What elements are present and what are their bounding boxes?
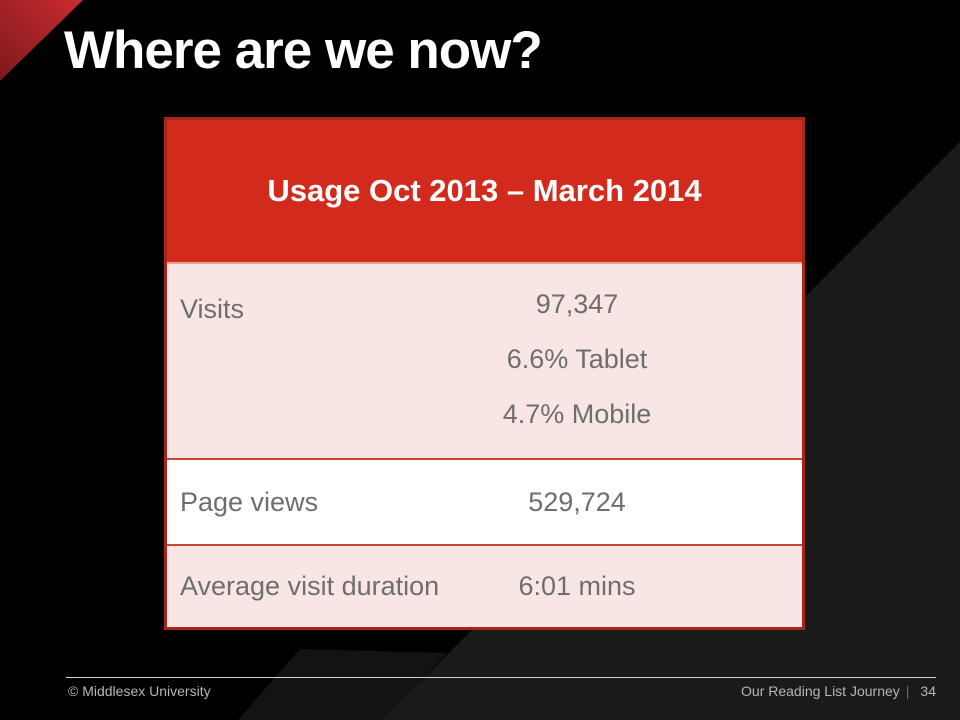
footer-page-number: 34 bbox=[920, 683, 936, 699]
background-diagonal-wedge bbox=[238, 649, 447, 720]
footer-divider bbox=[66, 677, 936, 678]
footer-right-group: Our Reading List Journey | 34 bbox=[741, 683, 936, 699]
row-label-page-views: Page views bbox=[180, 486, 319, 517]
red-corner-accent bbox=[0, 0, 83, 81]
footer-copyright: © Middlesex University bbox=[68, 683, 211, 699]
row-values-visits: 97,347 6.6% Tablet 4.7% Mobile bbox=[503, 277, 652, 442]
visits-tablet-share: 6.6% Tablet bbox=[506, 344, 648, 374]
table-row-page-views: Page views 529,724 bbox=[167, 460, 802, 546]
table-header-title: Usage Oct 2013 – March 2014 bbox=[267, 173, 702, 208]
usage-table: Usage Oct 2013 – March 2014 Visits 97,34… bbox=[164, 117, 805, 630]
visits-mobile-share: 4.7% Mobile bbox=[502, 399, 652, 429]
row-values-page-views: 529,724 bbox=[528, 460, 626, 544]
row-label-avg-duration: Average visit duration bbox=[180, 571, 440, 601]
visits-total-value: 97,347 bbox=[535, 289, 619, 319]
slide-title: Where are we now? bbox=[64, 21, 543, 80]
table-row-avg-duration: Average visit duration 6:01 mins bbox=[167, 546, 802, 627]
page-views-value: 529,724 bbox=[528, 486, 626, 517]
footer-separator: | bbox=[905, 683, 910, 699]
row-values-avg-duration: 6:01 mins bbox=[518, 546, 635, 627]
table-header: Usage Oct 2013 – March 2014 bbox=[167, 120, 802, 264]
table-row-visits: Visits 97,347 6.6% Tablet 4.7% Mobile bbox=[167, 264, 802, 460]
avg-duration-value: 6:01 mins bbox=[518, 571, 636, 601]
footer-journey-label: Our Reading List Journey bbox=[741, 683, 900, 699]
row-label-visits: Visits bbox=[180, 294, 245, 324]
